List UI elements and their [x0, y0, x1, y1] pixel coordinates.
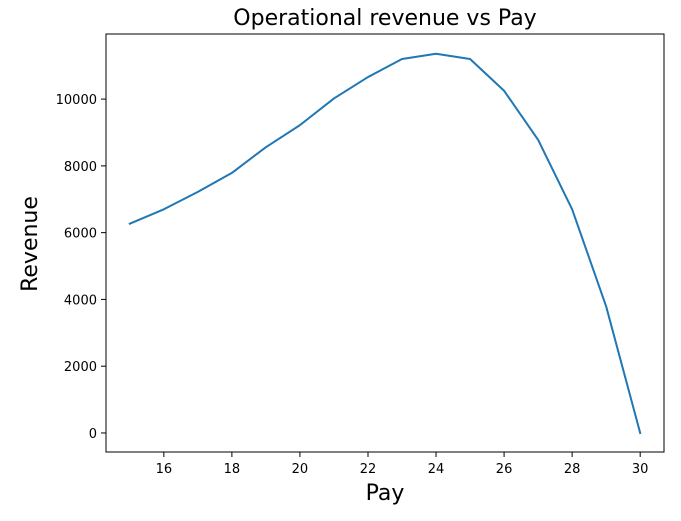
series-layer — [128, 52, 642, 435]
chart-title: Operational revenue vs Pay — [233, 6, 536, 31]
x-axis: 16 18 20 22 24 26 28 30 — [156, 452, 649, 477]
x-tick-label: 30 — [632, 462, 649, 477]
x-tick-label: 26 — [496, 462, 513, 477]
x-tick-label: 20 — [292, 462, 309, 477]
x-tick-label: 18 — [224, 462, 241, 477]
x-tick-label: 24 — [428, 462, 445, 477]
y-tick-label: 10000 — [56, 93, 97, 108]
x-tick-label: 22 — [360, 462, 377, 477]
x-tick-label: 28 — [564, 462, 581, 477]
y-tick-label: 6000 — [64, 227, 97, 242]
y-axis: 0 2000 4000 6000 8000 10000 — [56, 93, 106, 442]
y-tick-label: 4000 — [64, 293, 97, 308]
y-axis-title: Revenue — [18, 196, 43, 292]
y-tick-label: 8000 — [64, 160, 97, 175]
x-tick-label: 16 — [156, 462, 173, 477]
x-axis-title: Pay — [366, 481, 405, 506]
y-tick-label: 2000 — [64, 360, 97, 375]
plot-area — [105, 33, 665, 453]
series-line — [128, 52, 642, 435]
y-tick-label: 0 — [89, 427, 97, 442]
